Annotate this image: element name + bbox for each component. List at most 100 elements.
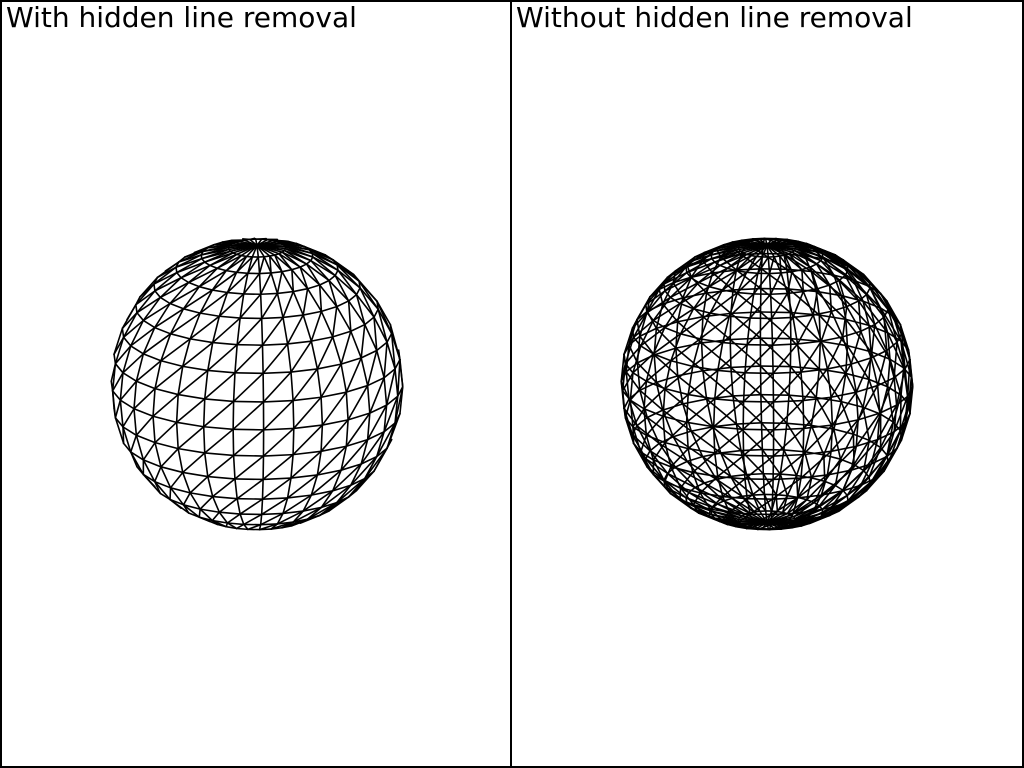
sphere-left-diag-edge bbox=[242, 513, 263, 526]
sphere-right-lat-edge bbox=[629, 399, 645, 410]
sphere-right-lat-edge bbox=[699, 338, 724, 344]
sphere-right-diag-edge bbox=[701, 259, 714, 274]
sphere-right-lon-edge bbox=[796, 477, 813, 499]
sphere-right-lon-edge bbox=[752, 272, 759, 295]
sphere-left-lat-edge bbox=[211, 289, 229, 294]
sphere-right-lon-edge bbox=[745, 473, 754, 496]
sphere-right-lat-edge bbox=[790, 337, 822, 343]
sphere-right-lon-edge bbox=[783, 253, 788, 271]
sphere-left-diag-edge bbox=[331, 463, 363, 492]
sphere-right-lon-edge bbox=[679, 487, 695, 506]
sphere-right-lon-edge bbox=[865, 293, 885, 318]
right-viewport[interactable]: Without hidden line removal bbox=[512, 0, 1024, 768]
sphere-left-lat-edge bbox=[383, 422, 396, 433]
sphere-left-lon-edge bbox=[290, 453, 294, 479]
sphere-right-lat-edge bbox=[889, 358, 905, 369]
sphere-left-diag-edge bbox=[218, 497, 238, 514]
sphere-right-diag-edge bbox=[655, 327, 677, 349]
sphere-left-lon-edge bbox=[135, 434, 145, 461]
sphere-left-diag-edge bbox=[316, 445, 348, 476]
sphere-right-diag-edge bbox=[810, 424, 825, 456]
sphere-right-diag-edge bbox=[847, 476, 870, 502]
sphere-left-diag-edge bbox=[286, 474, 319, 499]
sphere-right-lon-edge bbox=[760, 393, 763, 424]
sphere-left-lon-edge bbox=[236, 317, 241, 346]
sphere-right-diag-edge bbox=[842, 463, 855, 492]
sphere-left-lon-edge bbox=[154, 359, 162, 390]
sphere-right-diag-edge bbox=[676, 375, 708, 400]
sphere-left-lon-edge bbox=[276, 292, 284, 319]
sphere-left-diag-edge bbox=[111, 372, 124, 392]
sphere-right-lat-edge bbox=[842, 489, 849, 497]
sphere-left-diag-edge bbox=[234, 344, 264, 374]
sphere-left-diag-edge bbox=[259, 512, 284, 526]
sphere-right-diag-edge bbox=[833, 274, 864, 302]
sphere-left-lat-edge bbox=[320, 305, 338, 313]
sphere-left-lat-edge bbox=[202, 425, 234, 431]
sphere-left-lat-edge bbox=[363, 316, 375, 326]
sphere-right-lat-edge bbox=[702, 366, 732, 372]
sphere-right-diag-edge bbox=[844, 274, 860, 302]
sphere-right-lat-edge bbox=[768, 272, 782, 275]
sphere-right-lon-edge bbox=[809, 266, 831, 286]
sphere-left-lat-edge bbox=[122, 372, 138, 383]
sphere-right-lat-edge bbox=[893, 422, 906, 433]
sphere-left-diag-edge bbox=[292, 506, 323, 523]
sphere-right-diag-edge bbox=[664, 276, 692, 292]
sphere-right-lat-edge bbox=[740, 448, 764, 452]
sphere-left-lat-edge bbox=[129, 451, 145, 461]
sphere-right-lat-edge bbox=[697, 281, 711, 288]
sphere-left-diag-edge bbox=[358, 280, 379, 311]
sphere-left-lon-edge bbox=[232, 454, 236, 480]
sphere-left-lat-edge bbox=[159, 296, 171, 305]
sphere-left-lat-edge bbox=[282, 314, 305, 319]
sphere-right-diag-edge bbox=[745, 473, 766, 496]
sphere-left-lon-edge bbox=[203, 369, 209, 400]
sphere-right-lat-edge bbox=[862, 406, 882, 415]
wireframe-sphere-hidden-removed[interactable] bbox=[2, 2, 512, 768]
sphere-left-diag-edge bbox=[203, 252, 234, 263]
sphere-left-diag-edge bbox=[270, 521, 295, 530]
sphere-right-diag-edge bbox=[692, 492, 701, 506]
sphere-right-diag-edge bbox=[646, 296, 672, 314]
sphere-right-lon-edge bbox=[800, 371, 804, 402]
sphere-right-lon-edge bbox=[732, 395, 738, 425]
sphere-right-diag-edge bbox=[786, 422, 806, 453]
sphere-left-lon-edge bbox=[142, 459, 156, 483]
sphere-right-diag-edge bbox=[624, 416, 634, 436]
sphere-right-diag-edge bbox=[772, 399, 804, 431]
sphere-left-lon-edge bbox=[347, 300, 366, 326]
sphere-right-lat-edge bbox=[828, 279, 840, 286]
sphere-right-diag-edge bbox=[636, 424, 661, 445]
sphere-left-diag-edge bbox=[142, 441, 156, 461]
sphere-left-lon-edge bbox=[331, 336, 342, 365]
sphere-left-diag-edge bbox=[135, 359, 162, 383]
sphere-right-diag-edge bbox=[652, 473, 666, 488]
sphere-left-lon-edge bbox=[340, 363, 348, 393]
sphere-right-diag-edge bbox=[715, 244, 725, 250]
left-viewport[interactable]: With hidden line removal bbox=[0, 0, 512, 768]
sphere-right-lon-edge bbox=[796, 343, 802, 373]
sphere-left-lon-edge bbox=[375, 349, 385, 379]
sphere-right-diag-edge bbox=[789, 365, 818, 399]
sphere-left-lon-edge bbox=[175, 393, 179, 424]
sphere-left-lat-edge bbox=[262, 399, 294, 403]
sphere-left-lon-edge bbox=[282, 316, 289, 345]
sphere-left-lon-edge bbox=[189, 492, 201, 510]
sphere-right-lon-edge bbox=[839, 433, 855, 461]
sphere-right-diag-edge bbox=[694, 486, 725, 502]
sphere-right-diag-edge bbox=[663, 479, 690, 494]
sphere-left-diag-edge bbox=[182, 289, 214, 310]
sphere-right-diag-edge bbox=[850, 438, 879, 472]
sphere-right-diag-edge bbox=[697, 512, 716, 520]
sphere-right-diag-edge bbox=[690, 430, 722, 454]
sphere-right-lat-edge bbox=[712, 425, 744, 431]
sphere-right-diag-edge bbox=[666, 266, 687, 279]
sphere-left-lon-edge bbox=[383, 404, 388, 433]
sphere-right-diag-edge bbox=[815, 290, 847, 321]
sphere-right-diag-edge bbox=[779, 242, 806, 257]
sphere-right-lat-edge bbox=[831, 419, 859, 426]
wireframe-sphere-all-lines[interactable] bbox=[512, 2, 1022, 768]
sphere-right-lat-edge bbox=[786, 290, 805, 295]
sphere-left-diag-edge bbox=[160, 447, 179, 468]
